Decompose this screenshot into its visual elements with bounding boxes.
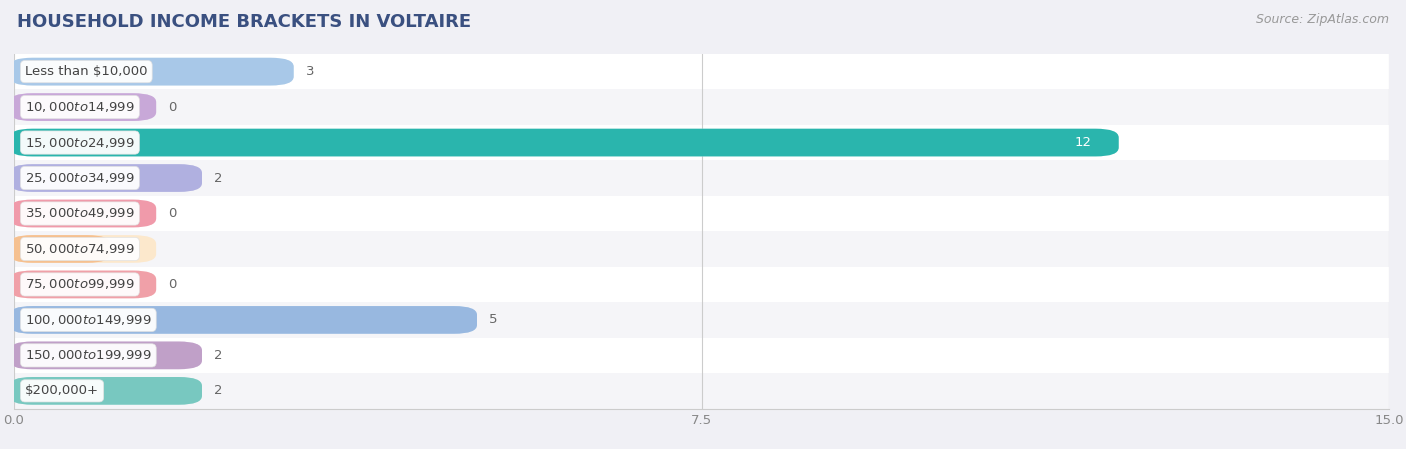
FancyBboxPatch shape: [10, 377, 202, 405]
Text: $15,000 to $24,999: $15,000 to $24,999: [25, 136, 135, 150]
FancyBboxPatch shape: [10, 271, 156, 298]
FancyBboxPatch shape: [14, 231, 1389, 267]
FancyBboxPatch shape: [10, 306, 477, 334]
FancyBboxPatch shape: [10, 93, 156, 121]
Text: Source: ZipAtlas.com: Source: ZipAtlas.com: [1256, 13, 1389, 26]
Text: HOUSEHOLD INCOME BRACKETS IN VOLTAIRE: HOUSEHOLD INCOME BRACKETS IN VOLTAIRE: [17, 13, 471, 31]
FancyBboxPatch shape: [14, 54, 1389, 89]
Text: $35,000 to $49,999: $35,000 to $49,999: [25, 207, 135, 220]
Text: 2: 2: [214, 172, 222, 185]
FancyBboxPatch shape: [10, 129, 1119, 156]
FancyBboxPatch shape: [10, 93, 156, 121]
Text: 0: 0: [169, 101, 176, 114]
Text: 3: 3: [305, 65, 314, 78]
Text: 2: 2: [214, 384, 222, 397]
FancyBboxPatch shape: [14, 196, 1389, 231]
FancyBboxPatch shape: [10, 271, 156, 298]
Text: 2: 2: [214, 349, 222, 362]
Text: $75,000 to $99,999: $75,000 to $99,999: [25, 277, 135, 291]
FancyBboxPatch shape: [10, 58, 294, 85]
Text: 0: 0: [169, 278, 176, 291]
FancyBboxPatch shape: [10, 58, 294, 85]
FancyBboxPatch shape: [14, 373, 1389, 409]
FancyBboxPatch shape: [10, 129, 1119, 156]
Text: 12: 12: [1074, 136, 1091, 149]
Text: $200,000+: $200,000+: [25, 384, 98, 397]
Text: $10,000 to $14,999: $10,000 to $14,999: [25, 100, 135, 114]
Text: $50,000 to $74,999: $50,000 to $74,999: [25, 242, 135, 256]
Text: Less than $10,000: Less than $10,000: [25, 65, 148, 78]
FancyBboxPatch shape: [10, 164, 202, 192]
FancyBboxPatch shape: [10, 235, 110, 263]
FancyBboxPatch shape: [14, 89, 1389, 125]
FancyBboxPatch shape: [14, 160, 1389, 196]
Text: 0: 0: [169, 207, 176, 220]
FancyBboxPatch shape: [10, 235, 156, 263]
FancyBboxPatch shape: [10, 342, 202, 369]
FancyBboxPatch shape: [10, 200, 156, 227]
Text: 1: 1: [122, 242, 131, 255]
FancyBboxPatch shape: [14, 302, 1389, 338]
FancyBboxPatch shape: [10, 200, 156, 227]
FancyBboxPatch shape: [14, 267, 1389, 302]
FancyBboxPatch shape: [10, 342, 202, 369]
Text: $25,000 to $34,999: $25,000 to $34,999: [25, 171, 135, 185]
Text: $150,000 to $199,999: $150,000 to $199,999: [25, 348, 152, 362]
FancyBboxPatch shape: [14, 125, 1389, 160]
Text: $100,000 to $149,999: $100,000 to $149,999: [25, 313, 152, 327]
FancyBboxPatch shape: [10, 377, 202, 405]
FancyBboxPatch shape: [14, 338, 1389, 373]
Text: 5: 5: [489, 313, 498, 326]
FancyBboxPatch shape: [10, 306, 477, 334]
FancyBboxPatch shape: [10, 164, 202, 192]
